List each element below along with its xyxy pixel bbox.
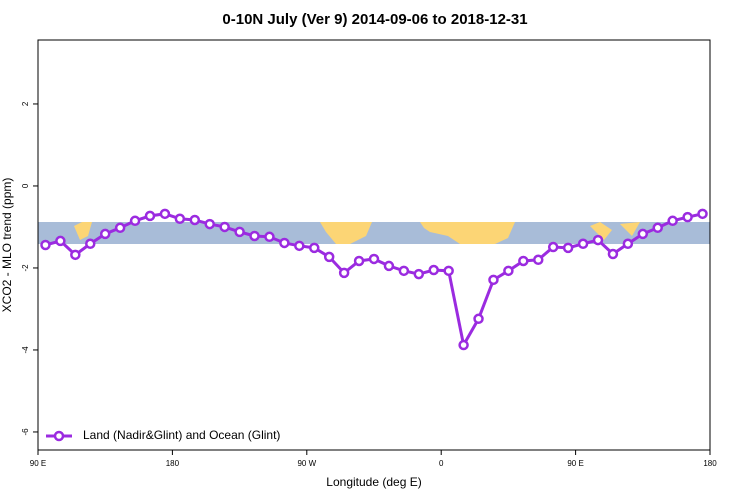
plot-frame [37, 39, 711, 451]
data-point [144, 210, 156, 222]
data-point [85, 238, 96, 250]
data-point [443, 265, 454, 277]
data-point [607, 248, 619, 260]
data-point [383, 260, 395, 272]
data-point [488, 274, 499, 286]
x-tick-label: 90 E [567, 459, 583, 468]
data-point [264, 231, 275, 243]
data-point [309, 242, 320, 254]
data-point [55, 235, 66, 247]
data-point [667, 215, 678, 227]
data-point [682, 211, 693, 223]
y-tick-label: 0 [21, 183, 30, 188]
y-tick-label: -4 [21, 346, 30, 354]
data-point [652, 222, 663, 234]
x-tick-label: 180 [166, 459, 180, 468]
data-point [174, 213, 186, 225]
data-point [114, 222, 126, 234]
data-point [458, 339, 469, 351]
data-point [338, 267, 350, 279]
data-point [577, 238, 589, 250]
data-point [323, 251, 335, 263]
x-tick-label: 0 [439, 459, 444, 468]
data-point [518, 255, 529, 267]
x-tick-label: 90 W [297, 459, 316, 468]
map-band [38, 222, 710, 244]
y-tick-label: -2 [21, 264, 30, 272]
data-point [428, 264, 439, 276]
legend-marker [53, 430, 65, 442]
legend-label: Land (Nadir&Glint) and Ocean (Glint) [83, 428, 280, 442]
data-point [697, 208, 708, 220]
data-point [353, 255, 365, 267]
data-point [40, 239, 51, 251]
data-point [547, 241, 559, 253]
chart-title: 0-10N July (Ver 9) 2014-09-06 to 2018-12… [222, 11, 527, 28]
data-point [562, 242, 574, 254]
data-point [99, 228, 111, 240]
data-point [533, 254, 544, 266]
data-point [129, 215, 141, 227]
y-tick-label: 2 [21, 101, 30, 106]
data-point [219, 221, 230, 233]
data-point [592, 234, 604, 246]
data-point [249, 230, 260, 242]
data-point [204, 218, 215, 230]
data-point [294, 240, 305, 252]
data-point [503, 265, 514, 277]
data-point [473, 313, 484, 325]
data-point [189, 214, 201, 226]
data-point [622, 238, 634, 250]
data-point [368, 253, 380, 265]
data-point [398, 265, 410, 277]
x-tick-label: 180 [703, 459, 717, 468]
y-axis-label: XCO2 - MLO trend (ppm) [0, 178, 14, 313]
data-point [279, 237, 290, 249]
x-axis-label: Longitude (deg E) [326, 475, 421, 489]
y-tick-label: -6 [21, 428, 30, 436]
data-point [159, 208, 171, 220]
data-point [413, 268, 425, 280]
data-point [637, 228, 649, 240]
x-tick-label: 90 E [30, 459, 46, 468]
data-point [70, 249, 81, 261]
data-point [234, 226, 245, 238]
